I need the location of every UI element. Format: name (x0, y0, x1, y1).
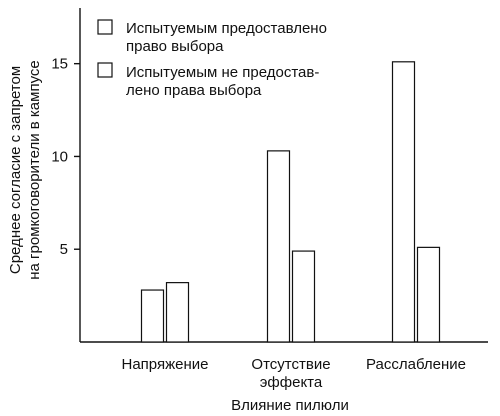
legend-entry-line: право выбора (126, 38, 224, 55)
bar-series1-cat3 (391, 61, 416, 343)
y-tick-label: 15 (51, 56, 68, 73)
y-tick-label: 10 (51, 148, 68, 165)
category-labels: Напряжение Отсутствие эффекта Расслабление (122, 356, 466, 391)
legend-entry: Испытуемым предоставлено право выбора (126, 20, 327, 55)
bar-series2-cat1 (165, 282, 190, 343)
y-axis-title-line: на громкоговорители в кампусе (26, 60, 43, 280)
y-tick-label: 5 (60, 241, 68, 258)
category-label-line: Расслабление (366, 356, 466, 373)
y-axis-title: Среднее согласие с запретом на громкогово… (7, 60, 43, 280)
bar-series1-cat1 (140, 289, 165, 343)
legend-swatch (97, 19, 113, 35)
legend-entry-line: лено права выбора (126, 82, 262, 99)
legend-entry: Испытуемым не предостав-лено права выбор… (126, 64, 319, 99)
category-label: Напряжение (122, 356, 209, 373)
category-label: Отсутствие эффекта (251, 356, 330, 391)
legend: Испытуемым предоставлено право выбораИспы… (97, 19, 327, 99)
axis-titles: Влияние пилюли Среднее согласие с запрето… (7, 60, 349, 414)
bar-series1-cat2 (266, 150, 291, 343)
legend-entry-line: Испытуемым предоставлено (126, 20, 327, 37)
y-ticks: 5 10 15 (51, 56, 80, 258)
y-axis-title-line: Среднее согласие с запретом (7, 66, 24, 274)
bar-series2-cat3 (416, 246, 441, 343)
category-label-line: Напряжение (122, 356, 209, 373)
legend-entry-line: Испытуемым не предостав- (126, 64, 319, 81)
bars (140, 61, 441, 343)
bar-series2-cat2 (291, 250, 316, 343)
category-label: Расслабление (366, 356, 466, 373)
category-label-line: Отсутствие (251, 356, 330, 373)
x-axis-title: Влияние пилюли (231, 397, 349, 414)
category-label-line: эффекта (260, 374, 323, 391)
legend-swatch (97, 62, 113, 78)
